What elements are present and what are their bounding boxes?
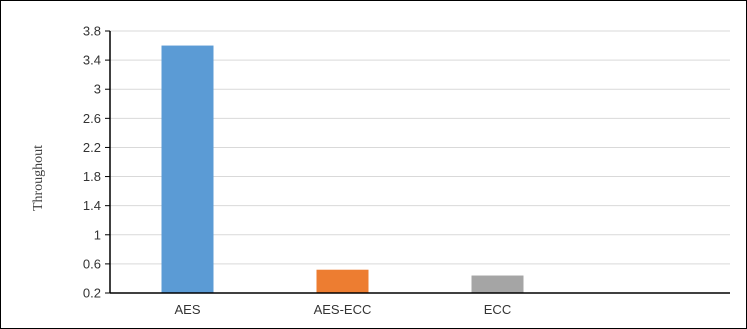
- y-tick-label: 3: [94, 82, 101, 97]
- bar-aes: [161, 45, 214, 293]
- y-tick-label: 0.6: [83, 256, 101, 271]
- x-tick-label: ECC: [484, 302, 511, 317]
- y-axis-title: Throughout: [31, 145, 46, 211]
- x-axis: AES AES-ECC ECC: [110, 292, 730, 317]
- bar-ecc: [471, 275, 524, 293]
- y-tick-label: 3.4: [83, 53, 101, 68]
- y-tick-label: 1.4: [83, 198, 101, 213]
- x-tick-label: AES-ECC: [314, 302, 372, 317]
- bar-aes-ecc: [316, 269, 369, 293]
- y-tick-label: 1.8: [83, 169, 101, 184]
- y-tick-label: 0.2: [83, 286, 101, 301]
- y-tick-label: 3.8: [83, 24, 101, 39]
- y-tick-label: 2.2: [83, 140, 101, 155]
- y-axis: 0.2 0.6 1 1.4 1.8 2.2 2.6 3 3.4 3.8: [83, 24, 111, 301]
- y-tick-label: 2.6: [83, 111, 101, 126]
- bars: [161, 45, 524, 293]
- x-tick-label: AES: [174, 302, 200, 317]
- y-tick-label: 1: [94, 227, 101, 242]
